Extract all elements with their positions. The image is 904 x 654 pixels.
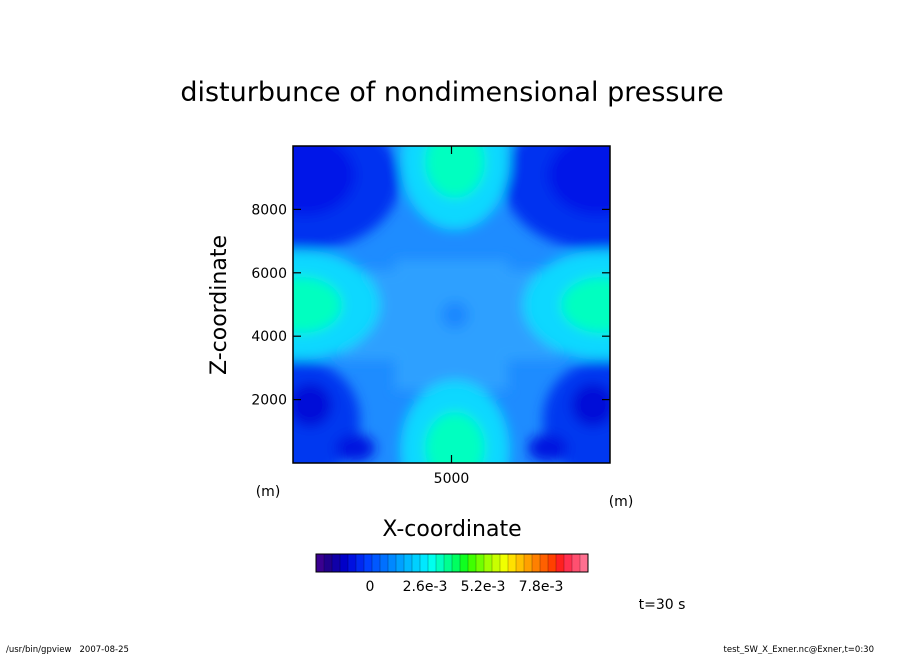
colorbar-swatch bbox=[564, 554, 573, 572]
x-axis-label: X-coordinate bbox=[382, 517, 521, 542]
y-unit-label: (m) bbox=[609, 494, 634, 510]
colorbar bbox=[316, 554, 589, 572]
colorbar-swatch bbox=[316, 554, 325, 572]
y-tick-label: 4000 bbox=[251, 329, 287, 345]
colorbar-swatch bbox=[548, 554, 557, 572]
y-tick-label: 8000 bbox=[251, 202, 287, 218]
colorbar-swatch bbox=[484, 554, 493, 572]
colorbar-tick-label: 0 bbox=[366, 579, 375, 595]
colorbar-swatch bbox=[516, 554, 525, 572]
colorbar-swatch bbox=[428, 554, 437, 572]
colorbar-swatch bbox=[396, 554, 405, 572]
colorbar-swatch bbox=[556, 554, 565, 572]
colorbar-swatch bbox=[340, 554, 349, 572]
y-tick-label: 2000 bbox=[251, 393, 287, 409]
colorbar-tick-label: 7.8e-3 bbox=[519, 579, 564, 595]
colorbar-swatch bbox=[372, 554, 381, 572]
colorbar-swatch bbox=[524, 554, 533, 572]
colorbar-swatch bbox=[468, 554, 477, 572]
colorbar-swatch bbox=[452, 554, 461, 572]
colorbar-swatch bbox=[404, 554, 413, 572]
colorbar-swatch bbox=[444, 554, 453, 572]
footer-left: /usr/bin/gpview 2007-08-25 bbox=[6, 645, 129, 654]
colorbar-swatch bbox=[540, 554, 549, 572]
colorbar-swatch bbox=[476, 554, 485, 572]
colorbar-swatch bbox=[356, 554, 365, 572]
x-unit-label: (m) bbox=[256, 484, 281, 500]
colorbar-swatch bbox=[436, 554, 445, 572]
heatmap-field bbox=[293, 146, 610, 463]
colorbar-swatch bbox=[332, 554, 341, 572]
chart-title: disturbunce of nondimensional pressure bbox=[180, 77, 723, 108]
colorbar-swatch bbox=[412, 554, 421, 572]
y-tick-label: 6000 bbox=[251, 266, 287, 282]
colorbar-swatch bbox=[420, 554, 429, 572]
colorbar-swatch bbox=[580, 554, 589, 572]
colorbar-swatch bbox=[348, 554, 357, 572]
time-annotation: t=30 s bbox=[639, 597, 686, 613]
colorbar-swatch bbox=[324, 554, 333, 572]
footer-right: test_SW_X_Exner.nc@Exner,t=0:30 bbox=[724, 645, 874, 654]
x-tick-label: 5000 bbox=[434, 471, 470, 487]
colorbar-swatch bbox=[532, 554, 541, 572]
colorbar-swatch bbox=[460, 554, 469, 572]
colorbar-swatch bbox=[380, 554, 389, 572]
colorbar-labels: 0 2.6e-3 5.2e-3 7.8e-3 bbox=[366, 579, 564, 595]
colorbar-frame bbox=[315, 553, 589, 573]
colorbar-tick-label: 5.2e-3 bbox=[461, 579, 506, 595]
colorbar-swatch bbox=[500, 554, 509, 572]
y-axis-label: Z-coordinate bbox=[207, 235, 232, 375]
colorbar-swatch bbox=[572, 554, 581, 572]
center-dip bbox=[441, 301, 469, 329]
axis-ticks: 2000 4000 6000 8000 5000 bbox=[251, 146, 610, 487]
colorbar-tick-label: 2.6e-3 bbox=[403, 579, 448, 595]
colorbar-swatch bbox=[388, 554, 397, 572]
colorbar-swatch bbox=[364, 554, 373, 572]
colorbar-swatch bbox=[508, 554, 517, 572]
colorbar-swatch bbox=[492, 554, 501, 572]
